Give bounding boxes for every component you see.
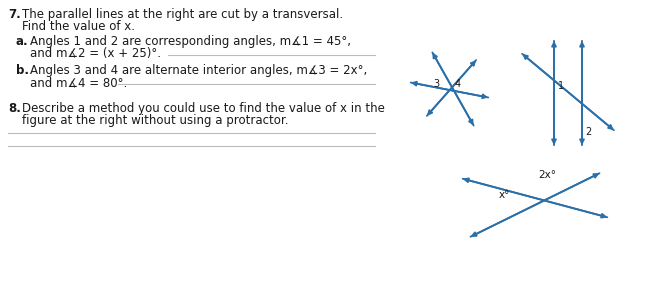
Text: 2: 2 — [585, 127, 591, 137]
Text: figure at the right without using a protractor.: figure at the right without using a prot… — [22, 114, 288, 127]
Text: Angles 1 and 2 are corresponding angles, m∡1 = 45°,: Angles 1 and 2 are corresponding angles,… — [30, 35, 351, 48]
Text: 2x°: 2x° — [538, 170, 556, 180]
Text: 8.: 8. — [8, 102, 21, 115]
Text: Describe a method you could use to find the value of x in the: Describe a method you could use to find … — [22, 102, 385, 115]
Text: 3: 3 — [433, 79, 439, 89]
Text: Find the value of x.: Find the value of x. — [22, 20, 135, 33]
Text: 7.: 7. — [8, 8, 20, 21]
Text: The parallel lines at the right are cut by a transversal.: The parallel lines at the right are cut … — [22, 8, 343, 21]
Text: and m∡2 = (x + 25)°.: and m∡2 = (x + 25)°. — [30, 47, 161, 60]
Text: 4: 4 — [455, 79, 461, 89]
Text: b.: b. — [16, 64, 29, 77]
Text: x°: x° — [498, 190, 510, 200]
Text: 1: 1 — [558, 81, 564, 91]
Text: and m∡4 = 80°.: and m∡4 = 80°. — [30, 76, 127, 89]
Text: a.: a. — [16, 35, 28, 48]
Text: Angles 3 and 4 are alternate interior angles, m∡3 = 2x°,: Angles 3 and 4 are alternate interior an… — [30, 64, 367, 77]
